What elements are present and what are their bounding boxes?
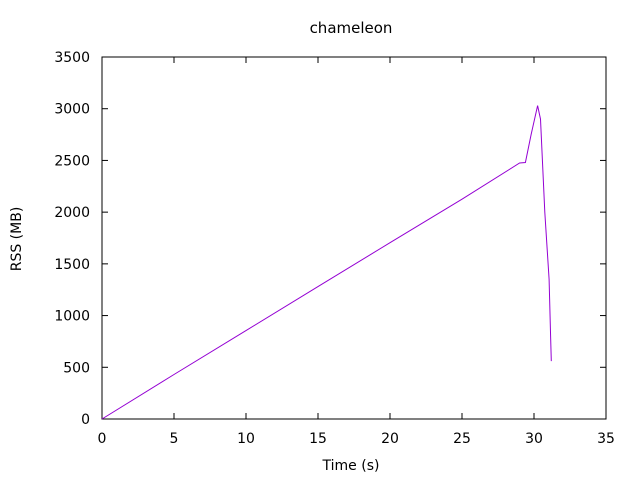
x-tick-label: 15	[309, 431, 327, 447]
y-tick-label: 1500	[54, 257, 90, 273]
y-tick-label: 0	[81, 412, 90, 428]
chart-title: chameleon	[310, 19, 393, 37]
x-tick-label: 30	[525, 431, 543, 447]
x-tick-label: 35	[597, 431, 615, 447]
series-layer	[101, 105, 552, 420]
y-axis: 0 500 1000 1500 2000 2500 3000 3500	[54, 50, 606, 428]
y-tick-label: 1000	[54, 309, 90, 325]
x-tick-label: 25	[453, 431, 471, 447]
x-tick-label: 0	[98, 431, 107, 447]
x-tick-label: 5	[170, 431, 179, 447]
x-axis: 0 5 10 15 20 25 30 35	[98, 57, 615, 447]
y-tick-label: 500	[63, 360, 90, 376]
x-axis-label: Time (s)	[322, 458, 380, 474]
x-tick-label: 10	[237, 431, 255, 447]
y-tick-label: 2000	[54, 205, 90, 221]
plot-area-border	[101, 56, 607, 420]
y-tick-label: 3000	[54, 102, 90, 118]
y-tick-label: 3500	[54, 50, 90, 66]
x-tick-label: 20	[381, 431, 399, 447]
y-tick-label: 2500	[54, 153, 90, 169]
y-axis-label: RSS (MB)	[9, 207, 25, 272]
series-line	[101, 105, 552, 420]
